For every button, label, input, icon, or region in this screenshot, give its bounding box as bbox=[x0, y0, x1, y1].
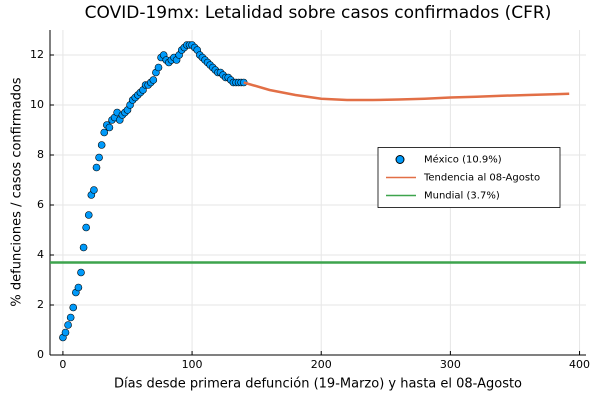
x-tick-label: 300 bbox=[440, 358, 461, 371]
point bbox=[61, 328, 70, 337]
y-tick-label: 2 bbox=[37, 298, 44, 311]
x-tick-label: 200 bbox=[311, 358, 332, 371]
x-tick-label: 400 bbox=[569, 358, 590, 371]
y-axis-label: % defunciones / casos confirmados bbox=[10, 77, 25, 306]
y-tick-label: 4 bbox=[37, 248, 44, 261]
line bbox=[243, 81, 570, 102]
point bbox=[90, 186, 98, 194]
x-tick-label: 100 bbox=[182, 358, 203, 371]
point bbox=[79, 243, 88, 252]
point bbox=[154, 63, 163, 72]
point bbox=[82, 223, 90, 232]
chart-title: COVID-19mx: Letalidad sobre casos confir… bbox=[85, 3, 552, 23]
point bbox=[100, 128, 109, 137]
point bbox=[95, 153, 103, 162]
point bbox=[64, 321, 72, 329]
point bbox=[84, 211, 93, 219]
y-tick-label: 0 bbox=[37, 348, 44, 361]
point bbox=[105, 123, 114, 132]
y-tick-label: 8 bbox=[37, 148, 44, 161]
point bbox=[92, 163, 101, 172]
x-axis-label: Días desde primera defunción (19-Marzo) … bbox=[114, 377, 522, 392]
point bbox=[97, 141, 106, 149]
y-tick-label: 6 bbox=[37, 198, 44, 211]
point bbox=[149, 76, 158, 84]
point bbox=[74, 283, 83, 292]
y-tick-label: 10 bbox=[30, 98, 44, 111]
x-tick-label: 0 bbox=[59, 358, 66, 371]
point bbox=[69, 303, 78, 312]
legend-label: México (10.9%) bbox=[424, 154, 502, 166]
point bbox=[66, 313, 75, 322]
point bbox=[77, 268, 85, 277]
legend-label: Tendencia al 08-Agosto bbox=[423, 173, 540, 184]
legend-marker bbox=[395, 155, 405, 164]
y-tick-label: 12 bbox=[30, 48, 44, 61]
legend-label: Mundial (3.7%) bbox=[424, 191, 500, 202]
